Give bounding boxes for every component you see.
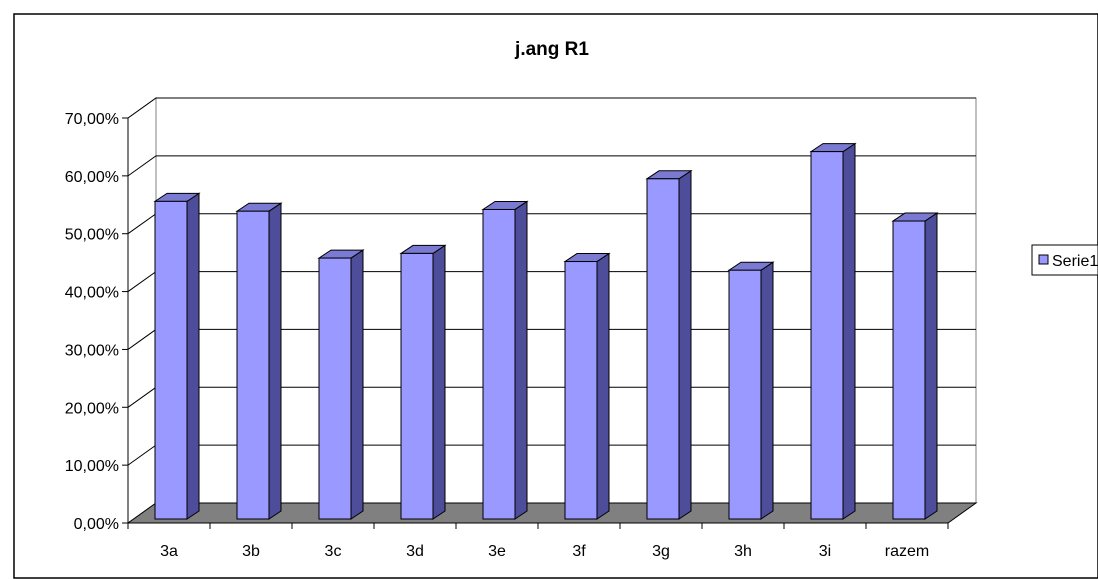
bar-3b bbox=[236, 210, 270, 520]
y-tick-label: 60,00% bbox=[65, 169, 119, 186]
bar-razem bbox=[892, 220, 926, 520]
bar-side bbox=[268, 202, 282, 520]
bar-side bbox=[596, 252, 610, 520]
legend-label-serie1: Serie1 bbox=[1052, 253, 1098, 270]
bar-3i bbox=[810, 151, 844, 520]
x-tick-label: razem bbox=[885, 543, 929, 560]
bar-3f bbox=[564, 261, 598, 520]
bar-3c bbox=[318, 257, 352, 520]
x-tick-label: 3d bbox=[406, 543, 424, 560]
x-tick-label: 3b bbox=[242, 543, 260, 560]
y-tick-label: 0,00% bbox=[74, 516, 119, 533]
bar-3h bbox=[728, 269, 762, 520]
y-tick-label: 30,00% bbox=[65, 342, 119, 359]
bar-side bbox=[350, 249, 364, 520]
bar-side bbox=[760, 261, 774, 520]
axes bbox=[122, 117, 949, 529]
x-tick-label: 3c bbox=[325, 543, 342, 560]
y-tick-label: 70,00% bbox=[65, 111, 119, 128]
x-tick-label: 3g bbox=[652, 543, 670, 560]
bar-side bbox=[678, 169, 692, 520]
bar-3a bbox=[154, 200, 188, 520]
bar-side bbox=[432, 244, 446, 520]
bar-3d bbox=[400, 252, 434, 520]
gridline bbox=[127, 155, 976, 177]
y-tick-label: 50,00% bbox=[65, 227, 119, 244]
bar-3g bbox=[646, 178, 680, 520]
bar-side bbox=[186, 192, 200, 520]
y-tick-label: 20,00% bbox=[65, 400, 119, 417]
bar-side bbox=[842, 142, 856, 520]
y-tick-label: 40,00% bbox=[65, 285, 119, 302]
x-tick-labels: 3a 3b 3c 3d 3e 3f 3g 3h 3i razem bbox=[160, 543, 929, 560]
x-tick-label: 3i bbox=[819, 543, 831, 560]
side-wall bbox=[127, 97, 157, 524]
gridline bbox=[127, 97, 976, 119]
bar-3e bbox=[482, 208, 516, 520]
bar-side bbox=[924, 212, 938, 520]
x-tick-label: 3h bbox=[734, 543, 752, 560]
bar-side bbox=[514, 200, 528, 520]
x-tick-label: 3f bbox=[572, 543, 586, 560]
chart-title: j.ang R1 bbox=[514, 39, 589, 60]
legend: Serie1 bbox=[1031, 244, 1098, 276]
x-tick-label: 3e bbox=[488, 543, 506, 560]
legend-swatch-serie1 bbox=[1038, 254, 1049, 265]
y-tick-label: 10,00% bbox=[65, 458, 119, 475]
y-tick-labels: 0,00% 10,00% 20,00% 30,00% 40,00% 50,00% 60,00… bbox=[65, 111, 119, 533]
bars bbox=[153, 142, 939, 520]
x-tick-label: 3a bbox=[160, 543, 178, 560]
